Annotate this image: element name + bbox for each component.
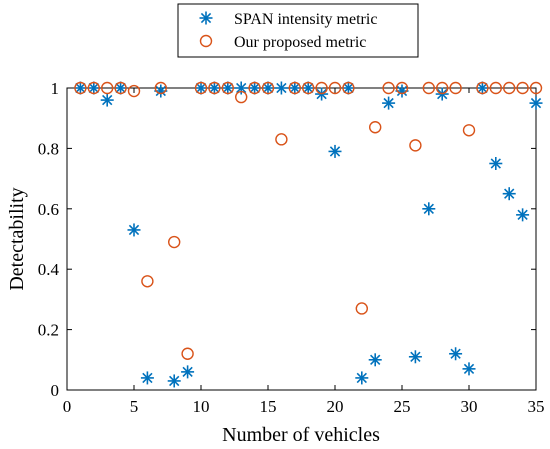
- series-span-intensity: [73, 81, 543, 388]
- y-tick-label: 0.4: [38, 260, 60, 279]
- proposed-point: [436, 81, 449, 95]
- proposed-point: [275, 133, 288, 146]
- span-point: [167, 374, 181, 388]
- y-tick-label: 1: [51, 79, 60, 98]
- span-point: [408, 350, 422, 364]
- span-point: [422, 202, 436, 216]
- proposed-point: [409, 139, 422, 152]
- proposed-point: [194, 81, 208, 95]
- span-point: [502, 187, 516, 201]
- proposed-point: [489, 81, 502, 95]
- proposed-point: [127, 84, 141, 98]
- proposed-point: [74, 81, 87, 95]
- span-point: [529, 96, 543, 110]
- span-point: [475, 81, 489, 95]
- span-point: [221, 81, 235, 95]
- proposed-point: [503, 81, 516, 95]
- x-tick-label: 30: [461, 397, 478, 416]
- legend-marker-span: [199, 11, 213, 25]
- proposed-point: [167, 235, 181, 249]
- proposed-point: [395, 81, 409, 95]
- proposed-point: [141, 275, 154, 288]
- series-proposed-metric: [74, 81, 543, 360]
- span-point: [274, 81, 288, 95]
- span-point: [382, 96, 396, 110]
- proposed-point: [100, 81, 114, 95]
- proposed-point: [208, 81, 221, 95]
- proposed-point: [342, 81, 355, 95]
- span-point: [73, 81, 87, 95]
- x-tick-label: 0: [63, 397, 72, 416]
- proposed-point: [154, 81, 168, 95]
- proposed-point: [529, 81, 543, 95]
- data-markers: [73, 81, 543, 388]
- proposed-point: [422, 81, 435, 95]
- legend-circle-icon: [199, 34, 213, 48]
- span-point: [234, 81, 248, 95]
- proposed-point: [516, 81, 529, 95]
- proposed-point: [355, 302, 368, 315]
- legend-label-proposed: Our proposed metric: [234, 34, 366, 51]
- span-point: [248, 81, 262, 95]
- tick-labels: 0 5 10 15 20 25 30 35 0 0.2 0.4 0.6 0.8 1: [38, 79, 545, 416]
- span-point: [341, 81, 355, 95]
- span-point: [114, 81, 128, 95]
- proposed-point: [221, 81, 235, 95]
- x-tick-label: 25: [394, 397, 411, 416]
- proposed-point: [248, 81, 261, 95]
- legend-marker-proposed: [199, 34, 213, 48]
- span-point: [355, 371, 369, 385]
- span-point: [140, 371, 154, 385]
- y-tick-label: 0.6: [38, 200, 59, 219]
- x-tick-label: 5: [130, 397, 139, 416]
- proposed-point: [288, 81, 301, 95]
- span-point: [194, 81, 208, 95]
- legend: SPAN intensity metric Our proposed metri…: [177, 3, 419, 58]
- y-tick-label: 0.2: [38, 321, 59, 340]
- proposed-point: [261, 81, 275, 95]
- y-axis-title: Detectability: [6, 187, 28, 290]
- span-point: [449, 347, 463, 361]
- span-point: [261, 81, 275, 95]
- span-point: [301, 81, 315, 95]
- proposed-point: [369, 121, 382, 134]
- x-tick-label: 15: [260, 397, 277, 416]
- legend-asterisk-icon: [199, 11, 213, 25]
- plot-area: [66, 87, 537, 391]
- span-point: [368, 353, 382, 367]
- span-point: [516, 208, 530, 222]
- proposed-point: [234, 90, 248, 104]
- proposed-point: [315, 81, 328, 95]
- proposed-point: [302, 81, 315, 95]
- span-point: [489, 157, 503, 170]
- span-point: [328, 144, 342, 158]
- span-point: [181, 365, 195, 379]
- proposed-point: [476, 81, 489, 95]
- x-axis-title: Number of vehicles: [222, 424, 380, 446]
- x-tick-label: 10: [193, 397, 210, 416]
- x-tick-label: 35: [528, 397, 545, 416]
- span-point: [288, 81, 302, 95]
- span-point: [127, 223, 141, 237]
- proposed-point: [328, 81, 342, 95]
- span-point: [462, 362, 476, 376]
- proposed-point: [462, 124, 476, 137]
- proposed-point: [114, 81, 127, 95]
- x-tick-label: 20: [327, 397, 344, 416]
- proposed-point: [181, 347, 194, 360]
- proposed-point: [382, 81, 395, 95]
- y-tick-label: 0: [51, 381, 60, 400]
- span-point: [100, 93, 114, 107]
- proposed-point: [87, 81, 101, 95]
- proposed-point: [449, 81, 462, 95]
- legend-box: [177, 3, 419, 58]
- y-tick-label: 0.8: [38, 139, 59, 158]
- span-point: [87, 81, 101, 95]
- span-point: [207, 81, 221, 95]
- legend-label-span: SPAN intensity metric: [234, 11, 377, 28]
